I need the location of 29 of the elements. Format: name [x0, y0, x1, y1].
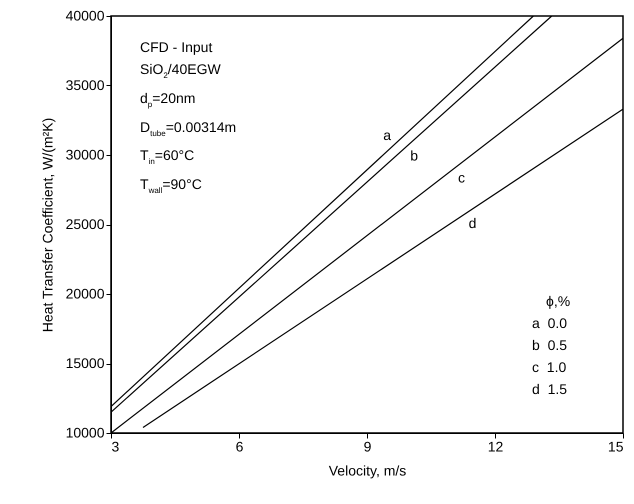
annotation: a 0.0 [532, 314, 568, 333]
x-tick-label: 12 [488, 438, 504, 454]
annotation: D$_{tube}$=0.00314m [140, 118, 236, 140]
annotation: SiO$_{2}$/40EGW [140, 60, 222, 82]
x-tick-label: 9 [364, 438, 372, 454]
series-label: c [458, 170, 466, 186]
annotation: T$_{in}$=60°C [140, 146, 196, 168]
annotation: T$_{wall}$=90°C [140, 175, 203, 197]
y-axis-title: Heat Transfer Coefficient, W/(m²K) [40, 118, 56, 332]
annotation: d 1.5 [532, 380, 568, 399]
y-tick-label: 30000 [66, 146, 105, 162]
y-tick-label: 15000 [66, 355, 105, 371]
x-tick-label: 3 [112, 438, 120, 454]
x-tick-label: 6 [236, 438, 244, 454]
annotation: c 1.0 [532, 358, 568, 377]
x-axis-title: Velocity, m/s [328, 462, 406, 478]
annotation: b 0.5 [532, 336, 568, 355]
y-tick-label: 25000 [66, 216, 105, 232]
series-label: d [468, 215, 476, 232]
series-label: a [383, 126, 392, 143]
y-tick-label: 35000 [66, 77, 105, 93]
legend-title: ϕ,% [545, 292, 570, 311]
y-tick-label: 10000 [66, 424, 105, 440]
series-label: b [410, 148, 418, 164]
annotation: CFD - Input [140, 38, 214, 57]
y-tick-label: 20000 [66, 286, 105, 302]
x-tick-label: 15 [608, 438, 624, 454]
annotation: d$_{p}$=20nm [140, 88, 196, 111]
y-tick-label: 40000 [66, 8, 105, 24]
